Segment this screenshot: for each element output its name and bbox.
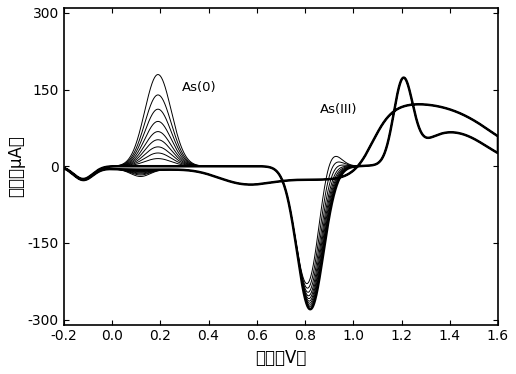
Text: As(III): As(III): [319, 102, 357, 116]
Y-axis label: 电流（μA）: 电流（μA）: [7, 135, 25, 197]
Text: As(0): As(0): [182, 80, 217, 94]
X-axis label: 电位（V）: 电位（V）: [255, 349, 307, 367]
